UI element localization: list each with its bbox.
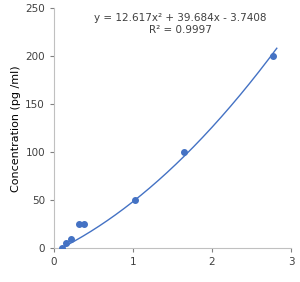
Point (59, 246, 64, 250)
Point (69, 236, 74, 241)
Point (132, 198, 137, 202)
Point (270, 54, 275, 59)
Y-axis label: Concentration (pg /ml): Concentration (pg /ml) (11, 65, 21, 192)
Text: y = 12.617x² + 39.684x - 3.7408
R² = 0.9997: y = 12.617x² + 39.684x - 3.7408 R² = 0.9… (94, 13, 267, 35)
Point (182, 150, 187, 155)
Point (64, 241, 68, 246)
Point (82, 222, 86, 226)
Point (77, 222, 82, 226)
